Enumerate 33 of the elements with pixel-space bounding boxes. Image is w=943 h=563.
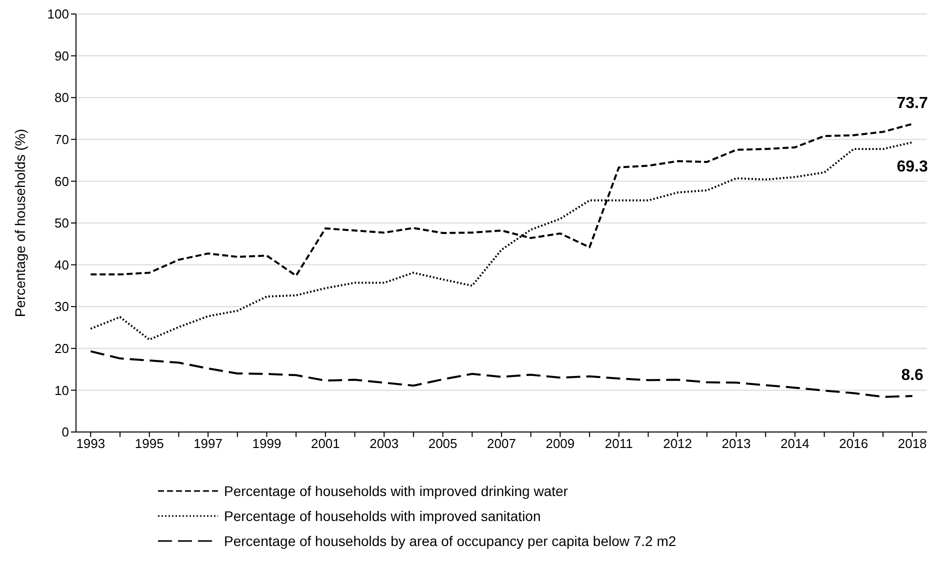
y-tick-label: 0 bbox=[62, 424, 69, 440]
legend-label: Percentage of households by area of occupancy per capita below 7.2 m2 bbox=[224, 532, 676, 548]
x-tick-label: 2012 bbox=[663, 436, 692, 452]
x-tick-label: 2013 bbox=[722, 436, 751, 452]
y-tick-label: 90 bbox=[54, 48, 69, 64]
annotation: 8.6 bbox=[901, 367, 924, 384]
x-tick-label: 2007 bbox=[487, 436, 516, 452]
x-tick-label: 2014 bbox=[780, 436, 810, 452]
y-tick-label: 70 bbox=[54, 132, 69, 148]
x-tick-label: 2003 bbox=[370, 436, 399, 452]
annotation: 73.7 bbox=[896, 94, 928, 112]
y-tick-label: 60 bbox=[54, 174, 69, 189]
x-tick-label: 1999 bbox=[252, 436, 282, 452]
x-tick-label: 1997 bbox=[194, 436, 223, 452]
x-tick-label: 2011 bbox=[604, 436, 633, 452]
y-axis-title: Percentage of households (%) bbox=[12, 128, 28, 318]
x-tick-label: 2001 bbox=[310, 436, 340, 452]
x-tick-label: 2016 bbox=[839, 436, 868, 452]
y-tick-label: 40 bbox=[54, 257, 69, 272]
y-tick-label: 20 bbox=[54, 341, 69, 356]
y-tick-label: 10 bbox=[54, 382, 69, 398]
annotation: 69.3 bbox=[896, 158, 928, 176]
y-tick-label: 80 bbox=[54, 90, 69, 106]
y-tick-label: 100 bbox=[47, 6, 69, 22]
legend-label: Percentage of households with improved sanitation bbox=[224, 508, 541, 524]
x-tick-label: 1995 bbox=[134, 436, 164, 452]
y-tick-label: 30 bbox=[54, 299, 69, 314]
legend-label: Percentage of households with improved drinking water bbox=[224, 482, 568, 498]
x-tick-label: 2005 bbox=[428, 436, 458, 452]
x-tick-label: 1993 bbox=[76, 436, 106, 452]
x-tick-label: 2018 bbox=[898, 436, 927, 452]
y-tick-label: 50 bbox=[54, 216, 69, 231]
x-tick-label: 2009 bbox=[546, 436, 575, 452]
